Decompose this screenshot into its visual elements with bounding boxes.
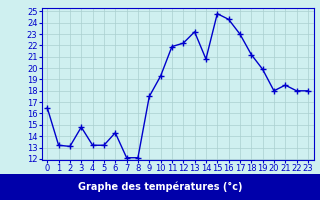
Text: Graphe des températures (°c): Graphe des températures (°c) (78, 182, 242, 192)
